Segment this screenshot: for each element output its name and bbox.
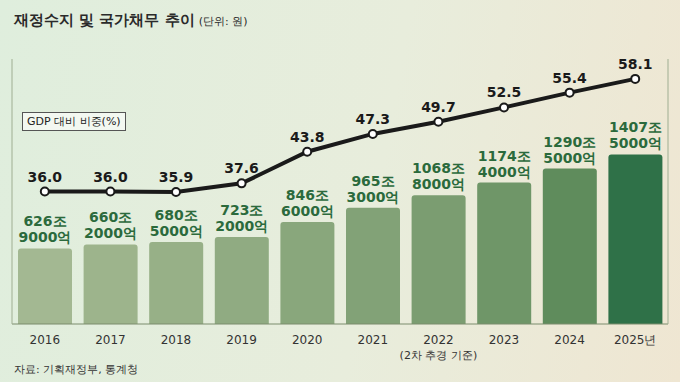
html-text:GDP 대비 비중(%): GDP 대비 비중(%) [27,115,121,128]
svg-text:58.1: 58.1 [618,56,653,72]
svg-text:2024: 2024 [554,333,585,347]
svg-text:2025년: 2025년 [614,333,657,347]
svg-text:2022: 2022 [423,333,454,347]
svg-text:35.9: 35.9 [159,169,194,185]
svg-text:2023: 2023 [489,333,520,347]
svg-text:1407조5000억: 1407조5000억 [609,119,662,151]
svg-text:680조5000억: 680조5000억 [150,207,203,239]
svg-text:1290조5000억: 1290조5000억 [543,134,596,166]
svg-text:1174조4000억: 1174조4000억 [478,148,531,180]
svg-text:2019: 2019 [226,333,257,347]
svg-text:37.6: 37.6 [224,160,259,176]
svg-text:2017: 2017 [95,333,126,347]
html-text:자료: 기획재정부, 통계청: 자료: 기획재정부, 통계청 [14,363,139,376]
svg-text:2016: 2016 [30,333,61,347]
svg-text:52.5: 52.5 [487,84,522,100]
svg-text:846조6000억: 846조6000억 [281,187,334,219]
svg-text:660조2000억: 660조2000억 [84,209,137,241]
svg-text:2021: 2021 [358,333,389,347]
svg-text:2018: 2018 [161,333,192,347]
svg-text:36.0: 36.0 [93,169,128,185]
svg-text:2020: 2020 [292,333,323,347]
svg-text:36.0: 36.0 [28,169,63,185]
svg-text:1068조8000억: 1068조8000억 [412,160,465,192]
svg-text:55.4: 55.4 [552,70,587,86]
svg-text:43.8: 43.8 [290,129,325,145]
svg-text:965조3000억: 965조3000억 [347,173,400,205]
svg-text:47.3: 47.3 [356,111,391,127]
html-text:재정수지 및 국가채무 추이 (단위: 원): 재정수지 및 국가채무 추이 (단위: 원) [14,11,248,29]
svg-text:(2차 추경 기준): (2차 추경 기준) [400,349,478,362]
svg-text:49.7: 49.7 [421,99,456,115]
svg-text:626조9000억: 626조9000억 [19,213,72,245]
svg-text:723조2000억: 723조2000억 [215,202,268,234]
